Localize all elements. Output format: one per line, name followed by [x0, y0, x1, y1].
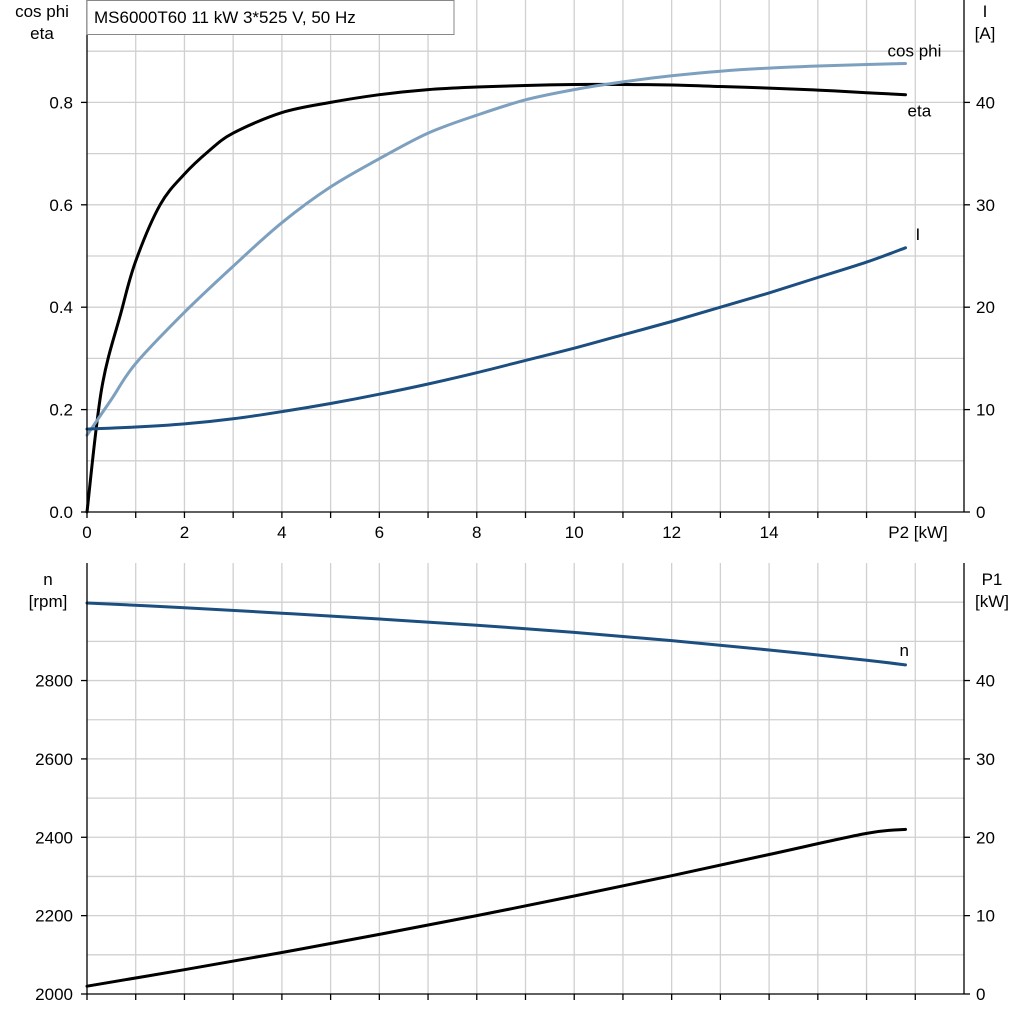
right-axis-label: [kW]: [975, 592, 1009, 611]
series-line-p1: [85, 827, 907, 988]
right-tick-label: 10: [976, 907, 995, 926]
series-line-eta: [85, 82, 907, 514]
right-tick-label: 20: [976, 828, 995, 847]
left-axis-label: n: [43, 570, 52, 589]
title-box: [86, 0, 455, 35]
x-tick-label: 12: [662, 523, 681, 542]
series-line-cos-phi: [85, 62, 907, 437]
series-label-eta: eta: [908, 102, 932, 121]
left-tick-label: 0.0: [49, 503, 73, 522]
series-label-cos-phi: cos phi: [888, 41, 942, 60]
right-tick-label: 10: [976, 401, 995, 420]
series-label-i: I: [916, 225, 921, 244]
left-tick-label: 0.8: [49, 93, 73, 112]
left-tick-label: 2800: [35, 672, 73, 691]
x-tick-label: 10: [565, 523, 584, 542]
series-line-n: [85, 601, 907, 667]
left-axis-label: eta: [30, 24, 54, 43]
right-tick-label: 30: [976, 750, 995, 769]
left-axis-label: [rpm]: [29, 592, 68, 611]
right-axis-label: [A]: [975, 24, 996, 43]
right-tick-label: 20: [976, 298, 995, 317]
right-axis-label: I: [983, 2, 988, 21]
x-tick-label: 8: [472, 523, 481, 542]
right-tick-label: 40: [976, 93, 995, 112]
right-tick-label: 30: [976, 196, 995, 215]
x-tick-label: 0: [82, 523, 91, 542]
x-tick-label: 14: [760, 523, 779, 542]
x-tick-label: 2: [180, 523, 189, 542]
left-tick-label: 0.4: [49, 298, 73, 317]
x-tick-label: 6: [375, 523, 384, 542]
right-tick-label: 0: [976, 503, 985, 522]
left-axis-label: cos phi: [15, 2, 69, 21]
left-tick-label: 2200: [35, 907, 73, 926]
left-tick-label: 2600: [35, 750, 73, 769]
left-tick-label: 0.6: [49, 196, 73, 215]
left-tick-label: 2400: [35, 828, 73, 847]
chart-title: MS6000T60 11 kW 3*525 V, 50 Hz: [94, 8, 356, 27]
x-axis-label: P2 [kW]: [888, 523, 948, 542]
series-label-n: n: [900, 641, 909, 660]
series-line-i: [85, 246, 907, 431]
left-tick-label: 0.2: [49, 401, 73, 420]
right-axis-label: P1: [982, 570, 1003, 589]
x-tick-label: 4: [277, 523, 286, 542]
right-tick-label: 0: [976, 985, 985, 1004]
right-tick-label: 40: [976, 672, 995, 691]
left-tick-label: 2000: [35, 985, 73, 1004]
